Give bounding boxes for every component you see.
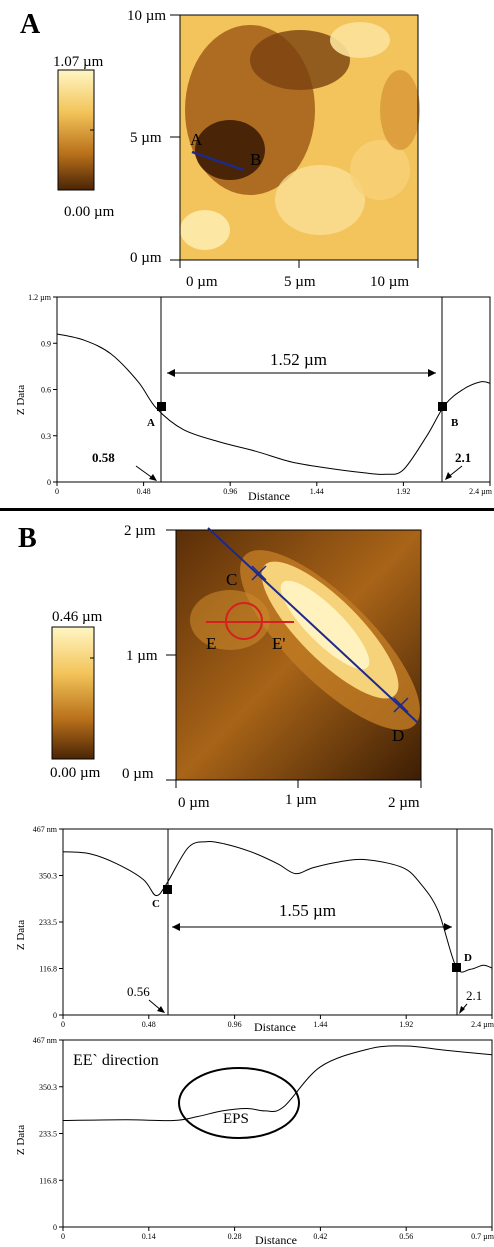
- panel-a: A 1.07 µm 0.00 µm A B: [15, 8, 493, 503]
- ytick-label: 350.3: [39, 872, 57, 881]
- colorbar-a-max: 1.07 µm: [53, 54, 104, 70]
- image-b-xtick-2: 2 µm: [388, 795, 420, 811]
- panel-a-label: A: [20, 9, 41, 40]
- left-value-a: 0.58: [92, 450, 115, 465]
- ytick-label: 233.5: [39, 918, 57, 927]
- cursor-point-b: [438, 402, 447, 411]
- panel-separator: [0, 508, 494, 511]
- panel-b-label: B: [18, 523, 37, 554]
- xtick-label: 0.28: [228, 1232, 242, 1241]
- image-b-ytick-0: 2 µm: [124, 523, 156, 539]
- marker-e-prime: E': [272, 634, 285, 653]
- image-a-ytick-0: 10 µm: [127, 8, 166, 24]
- xtick-label: 0: [61, 1232, 65, 1241]
- xtick-label: 0: [55, 487, 59, 496]
- point-label-a: A: [147, 417, 155, 429]
- xtick-label: 1.92: [396, 487, 410, 496]
- marker-c: C: [226, 570, 237, 589]
- ytick-label: 0: [53, 1223, 57, 1232]
- left-value-cd: 0.56: [127, 984, 150, 999]
- ytick-label: 1.2 µm: [28, 293, 52, 302]
- point-label-d: D: [464, 952, 472, 964]
- ytick-label: 467 nm: [33, 1036, 58, 1045]
- profile-ee-xlabel: Distance: [255, 1233, 297, 1247]
- profile-curve-cd: [62, 841, 493, 973]
- profile-plot-cd: 467 nm 350.3 233.5 116.8 0 0 0.48 0.96 1.44 1.92…: [15, 825, 494, 1034]
- right-value-cd: 2.1: [466, 988, 482, 1003]
- image-a-xtick-2: 10 µm: [370, 274, 409, 290]
- xtick-label: 0.14: [142, 1232, 156, 1241]
- colorbar-a-min: 0.00 µm: [64, 204, 115, 220]
- cursor-point-c: [163, 885, 172, 894]
- ytick-label: 0: [53, 1011, 57, 1020]
- image-a-xtick-1: 5 µm: [284, 274, 316, 290]
- width-label-cd: 1.55 µm: [279, 901, 336, 920]
- profile-line-cd: [207, 527, 418, 723]
- profile-a-xlabel: Distance: [248, 489, 290, 503]
- ytick-label: 116.8: [39, 965, 57, 974]
- panel-b: B 0.46 µm 0.00 µm C D E E' 2 µ: [15, 523, 494, 1247]
- image-a-xtick-0: 0 µm: [186, 274, 218, 290]
- xtick-label: 0.48: [137, 487, 151, 496]
- marker-a: A: [190, 130, 203, 149]
- afm-image-b: [175, 529, 422, 781]
- marker-e: E: [206, 634, 216, 653]
- ytick-label: 233.5: [39, 1130, 57, 1139]
- xtick-label: 1.44: [313, 1020, 327, 1029]
- image-b-ytick-2: 0 µm: [122, 766, 154, 782]
- point-label-b: B: [451, 417, 459, 429]
- cursor-point-d: [452, 963, 461, 972]
- profile-line-ab: [191, 150, 245, 172]
- profile-cd-ylabel: Z Data: [15, 920, 27, 950]
- ytick-label: 116.8: [39, 1176, 57, 1185]
- xtick-label: 0.96: [228, 1020, 242, 1029]
- xtick-label: 0.96: [223, 487, 237, 496]
- eps-label: EPS: [223, 1111, 249, 1127]
- marker-d: D: [392, 726, 404, 745]
- point-label-c: C: [152, 898, 160, 910]
- profile-a-ylabel: Z Data: [15, 385, 27, 415]
- ytick-label: 350.3: [39, 1083, 57, 1092]
- colorbar-b-min: 0.00 µm: [50, 765, 101, 781]
- eps-ellipse: [178, 1067, 300, 1139]
- profile-plot-ab: 1.2 µm 0.9 0.6 0.3 0 0 0.48 0.96 1.44 1.92 2.4 µm…: [15, 293, 493, 503]
- image-b-axes: [166, 529, 422, 788]
- ytick-label: 0.9: [41, 339, 51, 348]
- xtick-label: 0.48: [142, 1020, 156, 1029]
- image-a-axes: [170, 14, 419, 268]
- cursor-point-a: [157, 402, 166, 411]
- ytick-label: 0.3: [41, 432, 51, 441]
- xtick-label: 2.4 µm: [471, 1020, 494, 1029]
- image-b-xtick-0: 0 µm: [178, 795, 210, 811]
- xtick-label: 1.44: [310, 487, 324, 496]
- profile-plot-ee: 467 nm 350.3 233.5 116.8 0 0 0.14 0.28 0.42 0.56…: [15, 1036, 494, 1247]
- colorbar-a: [57, 69, 95, 191]
- marker-b: B: [250, 150, 261, 169]
- xtick-label: 2.4 µm: [469, 487, 493, 496]
- profile-curve-ee: [62, 1045, 493, 1122]
- profile-ee-ylabel: Z Data: [15, 1125, 27, 1155]
- profile-ee-title: EE` direction: [73, 1052, 159, 1069]
- image-a-ytick-1: 5 µm: [130, 130, 162, 146]
- ytick-label: 0: [47, 478, 51, 487]
- ytick-label: 0.6: [41, 386, 51, 395]
- image-a-ytick-2: 0 µm: [130, 250, 162, 266]
- ytick-label: 467 nm: [33, 825, 58, 834]
- image-b-xtick-1: 1 µm: [285, 792, 317, 808]
- xtick-label: 0.42: [313, 1232, 327, 1241]
- xtick-label: 0: [61, 1020, 65, 1029]
- colorbar-b-max: 0.46 µm: [52, 609, 103, 625]
- eps-circle-image: [225, 602, 263, 640]
- width-label-ab: 1.52 µm: [270, 350, 327, 369]
- colorbar-b: [51, 626, 95, 760]
- profile-cd-xlabel: Distance: [254, 1020, 296, 1034]
- xtick-label: 0.56: [399, 1232, 413, 1241]
- image-b-ytick-1: 1 µm: [126, 648, 158, 664]
- xtick-label: 0.7 µm: [471, 1232, 494, 1241]
- afm-image-a: [179, 14, 420, 261]
- right-value-a: 2.1: [455, 450, 471, 465]
- xtick-label: 1.92: [399, 1020, 413, 1029]
